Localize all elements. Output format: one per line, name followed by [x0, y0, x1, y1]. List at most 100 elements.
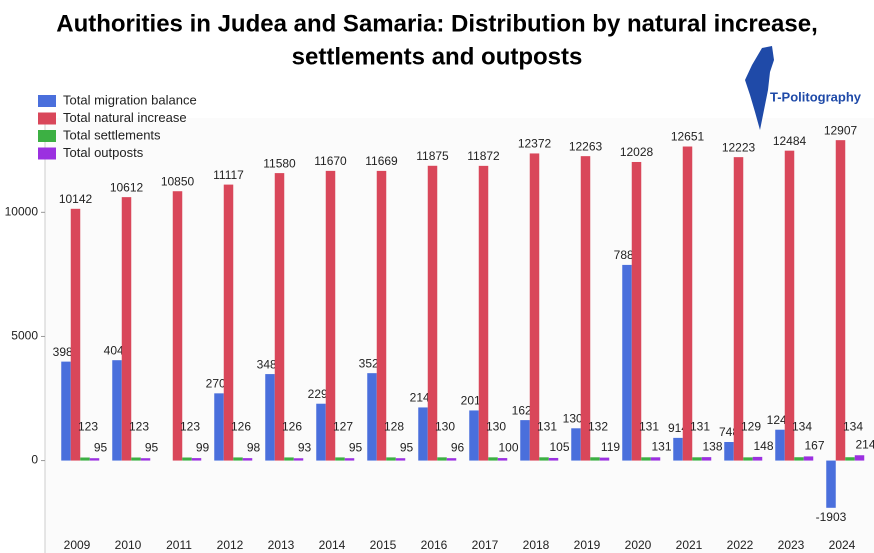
bar [376, 170, 387, 461]
x-tick-label: 2024 [829, 538, 856, 552]
value-label: 12028 [620, 145, 654, 159]
x-tick-label: 2011 [166, 538, 192, 552]
bar [673, 437, 683, 461]
value-label: 148 [753, 439, 773, 453]
bar [752, 456, 763, 461]
bar [845, 457, 855, 461]
logo-text: T-Politography [770, 89, 862, 104]
x-tick-label: 2012 [217, 538, 244, 552]
value-label: 95 [145, 440, 159, 454]
bar [325, 170, 336, 461]
value-label: 11872 [467, 149, 500, 163]
x-tick-label: 2014 [319, 538, 346, 552]
bar [242, 458, 253, 461]
bar [743, 457, 753, 461]
logo: T-Politography [745, 46, 862, 130]
bar [599, 457, 610, 461]
value-label: 126 [231, 420, 251, 434]
bar [191, 458, 202, 461]
bar [293, 458, 304, 461]
bar [539, 457, 549, 461]
bar [488, 457, 498, 461]
value-label: 214 [855, 437, 874, 451]
bar [641, 457, 651, 461]
bar [478, 165, 489, 461]
bar [826, 460, 836, 508]
value-label: 167 [804, 439, 824, 453]
chart-title: Authorities in Judea and Samaria: Distri… [56, 10, 818, 37]
bar [497, 458, 508, 461]
value-label: 10612 [110, 180, 144, 194]
x-tick-label: 2023 [778, 538, 805, 552]
value-label: 12263 [569, 139, 603, 153]
value-label: 123 [129, 420, 149, 434]
value-label: 93 [298, 440, 312, 454]
value-label: 95 [94, 440, 108, 454]
value-label: 127 [333, 420, 353, 434]
x-tick-label: 2020 [625, 538, 652, 552]
legend-swatch [38, 147, 56, 160]
bar [427, 165, 438, 461]
value-label: 138 [702, 439, 722, 453]
y-tick-label: 5000 [11, 329, 38, 343]
y-tick-label: 0 [31, 453, 38, 467]
legend-label: Total settlements [63, 127, 161, 142]
bar [89, 458, 100, 461]
bar [437, 457, 447, 461]
value-label: 131 [690, 419, 710, 433]
bar [784, 150, 795, 461]
bar [395, 458, 406, 461]
bar [335, 457, 345, 461]
value-label: 99 [196, 440, 210, 454]
legend-label: Total natural increase [63, 110, 187, 125]
bar [172, 191, 183, 461]
value-label: 128 [384, 420, 404, 434]
value-label: 105 [549, 440, 569, 454]
bar [386, 457, 396, 461]
bar [692, 457, 702, 461]
x-tick-label: 2015 [370, 538, 397, 552]
bar [214, 393, 224, 461]
value-label: 123 [78, 420, 98, 434]
value-label: 12372 [518, 137, 552, 151]
bar [367, 373, 377, 461]
y-tick-label: 10000 [5, 205, 39, 219]
logo-map [745, 46, 774, 130]
value-label: 98 [247, 440, 261, 454]
bar [724, 441, 734, 461]
bar [112, 360, 122, 461]
value-label: 11875 [416, 149, 449, 163]
bar [61, 361, 71, 461]
x-tick-label: 2016 [421, 538, 448, 552]
value-label: 131 [639, 419, 659, 433]
value-label: 11669 [365, 154, 398, 168]
legend-label: Total outposts [63, 145, 144, 160]
value-label: 129 [741, 420, 761, 434]
bar [701, 457, 712, 461]
legend-label: Total migration balance [63, 92, 197, 107]
bar [418, 407, 428, 461]
bar [548, 457, 559, 461]
bar [469, 410, 479, 461]
bar [854, 455, 865, 461]
x-tick-label: 2009 [64, 538, 91, 552]
value-label: 119 [601, 440, 620, 454]
bar [131, 457, 141, 461]
value-label: 126 [282, 420, 302, 434]
bar [803, 456, 814, 461]
bar [580, 156, 591, 461]
bar [274, 173, 285, 461]
bar [223, 184, 234, 461]
bar [835, 140, 846, 461]
legend-swatch [38, 112, 56, 125]
bar [446, 458, 457, 461]
value-label: 100 [498, 440, 518, 454]
bar [344, 458, 355, 461]
bar [631, 161, 642, 461]
bar [233, 457, 243, 461]
x-tick-label: 2017 [472, 538, 499, 552]
bar [682, 146, 693, 461]
x-tick-label: 2022 [727, 538, 754, 552]
chart-title: settlements and outposts [292, 43, 583, 70]
